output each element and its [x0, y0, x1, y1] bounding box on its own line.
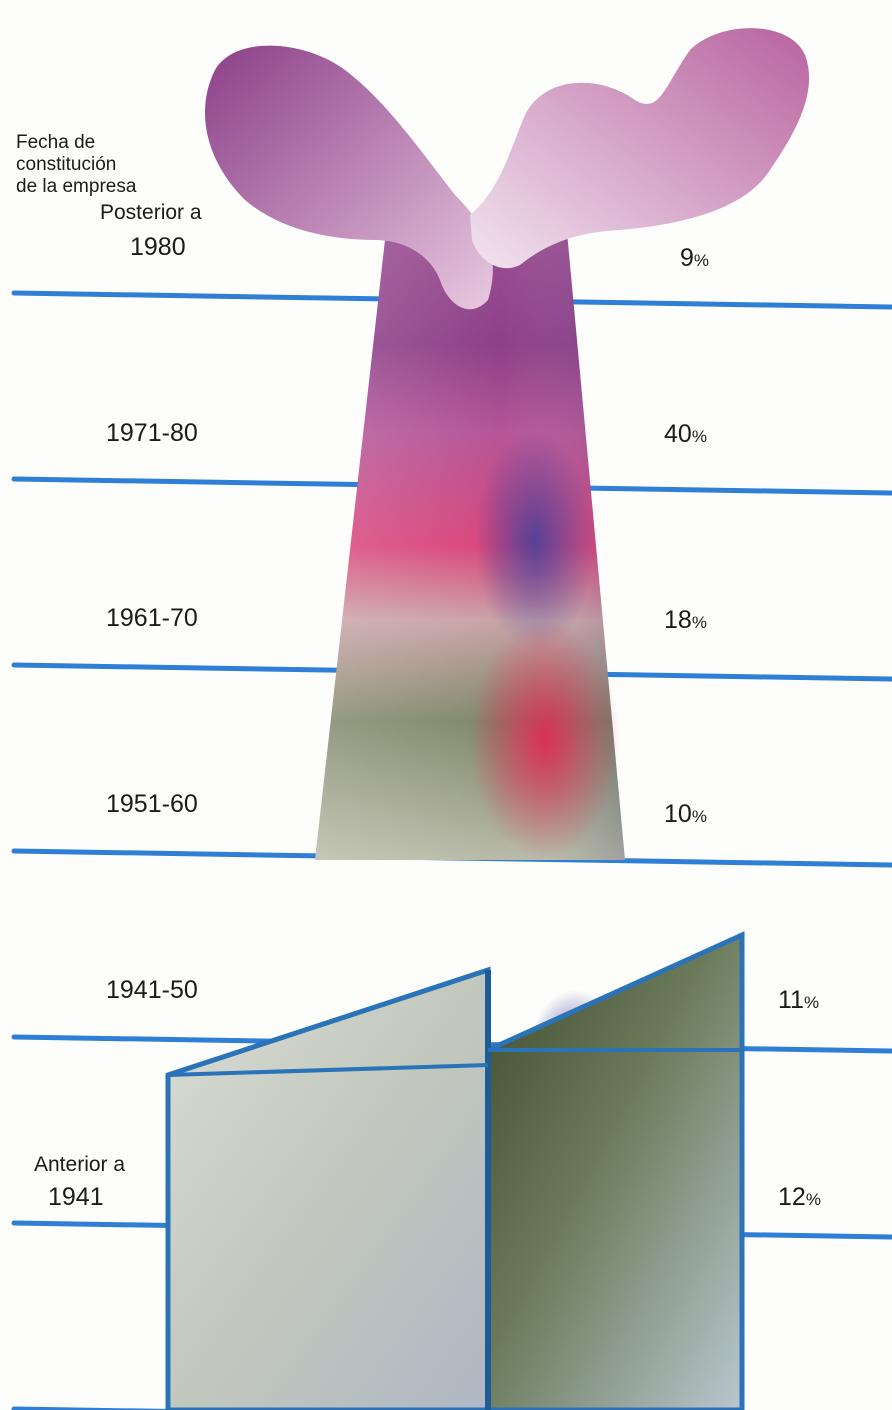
- value-label-3: 10%: [664, 800, 707, 829]
- value-label-2: 18%: [664, 606, 707, 635]
- category-label-5: 1941: [48, 1183, 104, 1211]
- chart-title-line-1: Fecha de: [16, 132, 96, 153]
- value-number-5: 12: [778, 1183, 806, 1211]
- value-unit-0: %: [693, 251, 710, 270]
- value-label-1: 40%: [664, 420, 707, 449]
- value-unit-5: %: [805, 1190, 821, 1209]
- category-prefix-5: Anterior a: [34, 1153, 126, 1176]
- value-number-3: 10: [664, 800, 692, 828]
- category-label-3: 1951-60: [106, 790, 198, 818]
- value-unit-4: %: [803, 993, 820, 1012]
- value-label-4: 11%: [778, 986, 819, 1015]
- value-number-2: 18: [664, 606, 692, 634]
- category-label-0: 1980: [130, 233, 186, 261]
- factory: [165, 931, 745, 1410]
- category-label-2: 1961-70: [106, 604, 198, 632]
- smoke: [205, 28, 810, 310]
- category-label-4: 1941-50: [106, 976, 198, 1004]
- chart-title-line-3: de la empresa: [16, 176, 137, 197]
- value-number-1: 40: [664, 420, 692, 448]
- value-label-5: 12%: [778, 1183, 821, 1212]
- value-number-4: 11: [778, 986, 804, 1014]
- value-unit-2: %: [691, 613, 707, 632]
- value-unit-1: %: [691, 427, 707, 446]
- value-unit-3: %: [691, 807, 707, 826]
- category-prefix-0: Posterior a: [100, 201, 202, 224]
- value-label-0: 9%: [680, 244, 709, 273]
- chart-title-line-2: constitución: [16, 154, 117, 175]
- value-number-0: 9: [680, 244, 694, 272]
- category-label-1: 1971-80: [106, 419, 198, 447]
